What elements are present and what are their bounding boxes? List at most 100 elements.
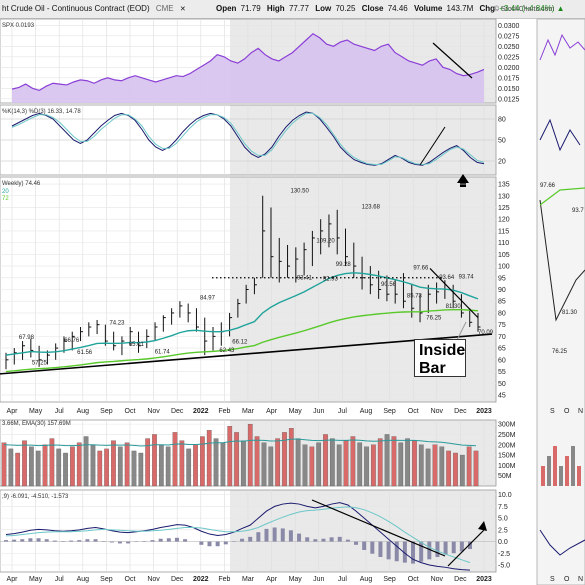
- close-icon[interactable]: ✕: [179, 6, 186, 13]
- volume-bar-5: [35, 450, 41, 487]
- chart-header: ht Crude Oil - Continuous Contract (EOD)…: [0, 0, 585, 19]
- low-value: 70.25: [335, 4, 356, 13]
- volume-bar-35: [241, 440, 246, 487]
- x-tick-macd-7: Dec: [171, 576, 184, 583]
- volume-bar-7: [49, 438, 55, 487]
- macd-hist-bar-40: [329, 537, 334, 542]
- mini-macd-line: [539, 529, 585, 556]
- y-tick-price-12: 75: [498, 322, 506, 329]
- macd-hist-bar-20: [166, 538, 171, 542]
- x-tick-price-17: Oct: [408, 408, 419, 415]
- mini-stoch-line: [539, 118, 581, 152]
- y-tick-stoch-2: 20: [498, 159, 506, 166]
- x-tick-price-12: May: [289, 408, 303, 415]
- volume-bar-18: [124, 442, 130, 487]
- x-tick-macd-1: May: [29, 576, 43, 583]
- chg-label: Chg: [479, 4, 496, 13]
- y-tick-macd-2: 5.0: [498, 516, 508, 523]
- macd-legend: ,9) -6.091, -4.510, -1.573: [2, 494, 69, 500]
- spx-trendline: [432, 42, 473, 79]
- volume-bar-63: [432, 444, 438, 487]
- mini-volume-bar-1: [547, 456, 551, 486]
- inside-bar-annotation: Inside Bar: [414, 339, 466, 377]
- volume-bar-56: [384, 434, 390, 487]
- x-tick-price-3: Aug: [77, 408, 90, 415]
- macd-hist-bar-5: [44, 539, 49, 542]
- volume-bar-26: [179, 440, 185, 487]
- macd-series-0: [5, 502, 471, 571]
- volume-legend: 3.66M, EMA(30) 157.69M: [2, 421, 71, 427]
- y-tick-macd-1: 7.5: [498, 504, 508, 511]
- y-tick-stoch-1: 50: [498, 138, 506, 145]
- macd-hist-bar-41: [337, 536, 342, 542]
- mini-x-tick-macd-1: O: [564, 576, 570, 583]
- panel-shade-macd: [230, 490, 496, 572]
- volume-bar-1: [8, 448, 14, 487]
- mini-volume-bar-3: [559, 466, 563, 486]
- price-annotation-14: 99.28: [336, 262, 352, 268]
- macd-hist-bar-57: [468, 541, 472, 550]
- macd-hist-bar-27: [223, 541, 228, 545]
- macd-hist-bar-1: [12, 539, 17, 542]
- macd-hist-bar-18: [150, 540, 155, 542]
- x-tick-price-20: 2023: [476, 408, 492, 415]
- price-annotation-0: 67.98: [19, 335, 35, 341]
- inside-bar-pointer: [456, 321, 467, 341]
- price-annotation-5: 65.01: [129, 342, 145, 348]
- y-tick-price-5: 110: [498, 240, 509, 247]
- x-tick-macd-13: Jun: [313, 576, 324, 583]
- chg-up-arrow-icon: ▲: [556, 4, 565, 13]
- volume-bar-60: [412, 440, 417, 487]
- support-trendline: [0, 333, 493, 375]
- x-tick-macd-11: Apr: [266, 576, 278, 583]
- macd-hist-bar-34: [280, 528, 285, 542]
- y-tick-macd-5: -2.5: [498, 551, 510, 558]
- y-tick-price-10: 85: [498, 299, 506, 306]
- price-annotation-22: 81.30: [446, 304, 462, 310]
- x-tick-price-9: Feb: [218, 408, 230, 415]
- x-tick-price-5: Oct: [125, 408, 136, 415]
- macd-hist-bar-9: [77, 540, 82, 542]
- macd-hist-bar-26: [215, 541, 220, 547]
- volume-bar-30: [206, 430, 212, 487]
- mini-price-trace: [539, 199, 585, 322]
- mini-price-label-low: 76.25: [552, 349, 568, 355]
- y-tick-spx-7: 0.0125: [498, 96, 520, 103]
- price-annotation-21: 76.25: [426, 316, 442, 322]
- y-tick-price-16: 55: [498, 369, 506, 376]
- volume-bar-38: [261, 442, 267, 487]
- price-annotation-17: 90.56: [381, 282, 397, 288]
- volume-bar-17: [117, 446, 123, 487]
- volume-ema-line: [3, 438, 477, 447]
- ema-short-line: [5, 272, 479, 356]
- volume-bar-32: [220, 442, 226, 487]
- x-tick-macd-18: Nov: [431, 576, 444, 583]
- stoch-series-1: [11, 112, 485, 166]
- y-tick-macd-6: -5.0: [498, 562, 510, 569]
- y-tick-price-3: 120: [498, 217, 510, 224]
- price-annotation-18: 85.73: [407, 294, 423, 300]
- macd-hist-bar-42: [345, 539, 350, 542]
- volume-bar-8: [56, 448, 62, 487]
- price-annotation-23: 70.09: [478, 330, 494, 336]
- price-annotation-12: 109.20: [316, 239, 335, 245]
- volume-bar-42: [288, 428, 294, 487]
- macd-hist-bar-13: [109, 541, 114, 543]
- volume-bar-14: [97, 450, 103, 487]
- y-tick-macd-0: 10.0: [498, 492, 512, 499]
- x-tick-price-19: Dec: [454, 408, 467, 415]
- volume-bar-53: [364, 446, 369, 487]
- price-annotation-19: 93.64: [439, 275, 455, 281]
- volume-bar-11: [76, 442, 82, 487]
- macd-hist-bar-24: [199, 541, 204, 545]
- volume-bar-15: [104, 448, 109, 487]
- y-tick-price-13: 70: [498, 334, 506, 341]
- macd-hist-bar-54: [443, 541, 448, 555]
- volume-bar-25: [172, 432, 178, 487]
- y-tick-price-6: 105: [498, 252, 510, 259]
- volume-bar-59: [405, 438, 410, 487]
- price-annotation-6: 61.74: [155, 350, 171, 356]
- x-tick-price-8: 2022: [193, 408, 209, 415]
- chg-value: +3.44 (+4.84%): [499, 4, 555, 13]
- volume-bar-40: [275, 438, 280, 487]
